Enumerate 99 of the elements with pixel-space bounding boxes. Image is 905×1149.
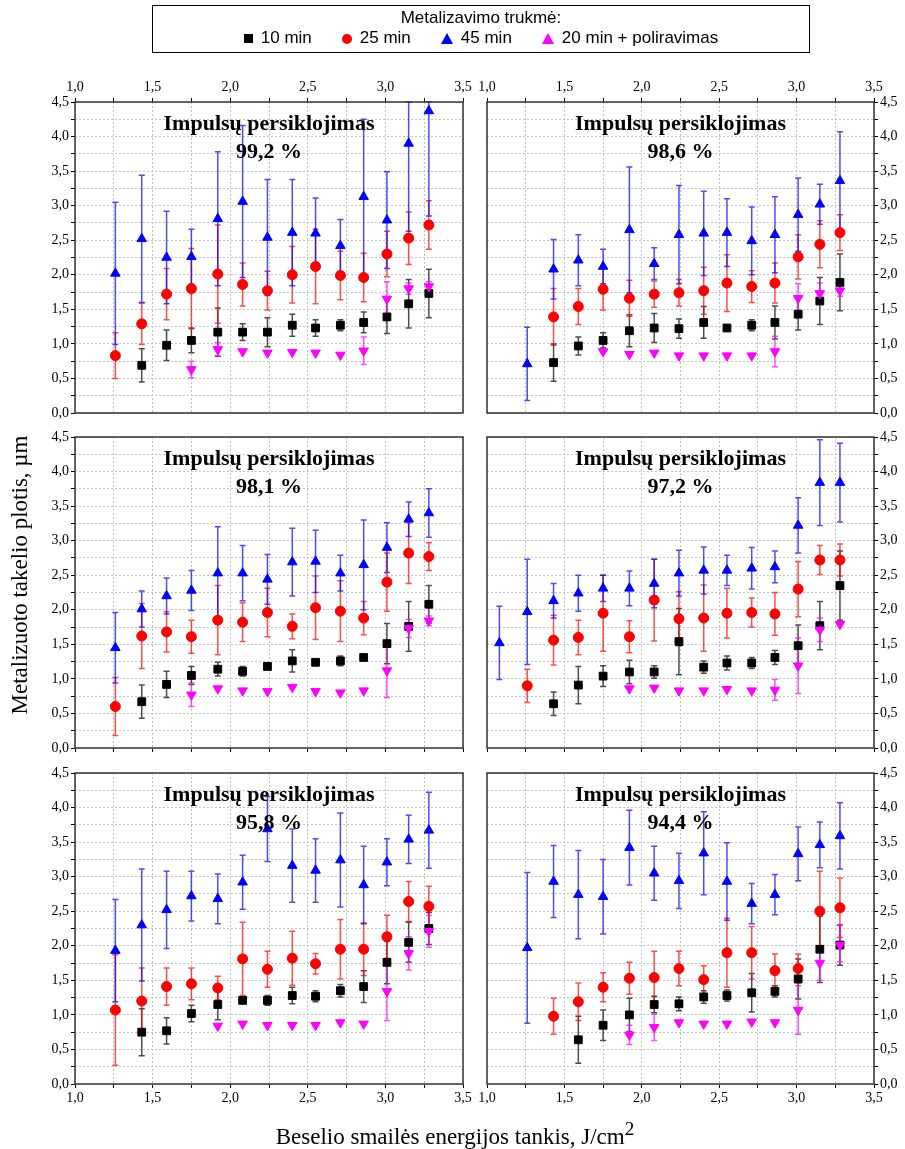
- y-tick-label: 2,0: [880, 601, 898, 617]
- y-tick-label: 0,5: [51, 705, 69, 721]
- x-tick-label: 2,5: [710, 1090, 728, 1106]
- y-tick-label: 2,5: [880, 231, 898, 247]
- y-tick-label: 2,0: [51, 601, 69, 617]
- y-tick-label: 3,5: [51, 162, 69, 178]
- y-tick-label: 1,0: [51, 335, 69, 351]
- y-tick-label: 4,0: [880, 128, 898, 144]
- y-tick-label: 4,0: [880, 463, 898, 479]
- y-tick-label: 4,0: [51, 463, 69, 479]
- legend-label: 45 min: [459, 28, 512, 48]
- y-tick-label: 4,5: [51, 428, 69, 444]
- y-tick-label: 1,0: [51, 1006, 69, 1022]
- chart-title: Impulsų persiklojimas: [575, 781, 787, 806]
- x-tick-label: 2,5: [299, 1090, 317, 1106]
- y-tick-label: 1,0: [880, 670, 898, 686]
- y-tick-label: 0,5: [51, 1041, 69, 1057]
- y-tick-label: 3,5: [880, 497, 898, 513]
- chart-title: Impulsų persiklojimas: [575, 445, 787, 470]
- x-tick-label: 3,5: [865, 1090, 883, 1106]
- chart-title: Impulsų persiklojimas: [163, 781, 375, 806]
- y-tick-label: 4,0: [51, 799, 69, 815]
- y-tick-label: 1,5: [51, 301, 69, 317]
- x-tick-label: 1,0: [66, 79, 84, 95]
- y-tick-label: 3,5: [51, 833, 69, 849]
- y-tick-label: 2,0: [51, 937, 69, 953]
- y-axis-title: Metalizuoto takelio plotis, µm: [6, 434, 33, 717]
- y-tick-label: 3,0: [880, 197, 898, 213]
- y-tick-label: 3,0: [880, 868, 898, 884]
- x-tick-label: 2,5: [299, 79, 317, 95]
- y-tick-label: 2,5: [51, 231, 69, 247]
- x-tick-label: 3,5: [454, 1090, 472, 1106]
- y-tick-label: 0,0: [880, 1075, 898, 1091]
- x-tick-label: 3,5: [865, 79, 883, 95]
- x-tick-label: 1,5: [555, 1090, 574, 1106]
- y-tick-label: 0,0: [51, 739, 69, 755]
- x-tick-label: 1,0: [478, 1090, 496, 1106]
- y-tick-label: 3,0: [51, 197, 69, 213]
- x-tick-label: 3,0: [376, 1090, 395, 1106]
- x-tick-label: 2,0: [221, 79, 239, 95]
- y-tick-label: 0,0: [880, 739, 898, 755]
- x-tick-label: 1,0: [66, 1090, 84, 1106]
- x-tick-label: 3,0: [376, 79, 395, 95]
- legend-label: 25 min: [358, 28, 411, 48]
- y-tick-label: 0,5: [880, 705, 898, 721]
- y-tick-label: 2,5: [51, 902, 69, 918]
- y-tick-label: 2,0: [880, 266, 898, 282]
- y-tick-label: 4,5: [880, 428, 898, 444]
- y-tick-label: 4,5: [880, 764, 898, 780]
- y-tick-label: 0,0: [51, 1075, 69, 1091]
- legend-label: 10 min: [259, 28, 312, 48]
- y-tick-label: 1,5: [880, 972, 898, 988]
- x-tick-label: 1,5: [143, 1090, 162, 1106]
- y-tick-label: 4,0: [51, 128, 69, 144]
- x-tick-label: 1,5: [143, 79, 162, 95]
- y-tick-label: 1,5: [880, 636, 898, 652]
- y-tick-label: 1,0: [51, 670, 69, 686]
- y-tick-label: 3,5: [880, 162, 898, 178]
- x-axis-title: Beselio smailės energijos tankis, J/cm$^{2}$: [274, 1118, 636, 1149]
- y-tick-label: 4,0: [880, 799, 898, 815]
- y-tick-label: 0,0: [880, 404, 898, 420]
- y-tick-label: 0,5: [880, 370, 898, 386]
- x-tick-label: 3,0: [787, 79, 806, 95]
- y-tick-label: 3,0: [51, 532, 69, 548]
- x-tick-label: 3,0: [787, 1090, 806, 1106]
- y-tick-label: 2,0: [51, 266, 69, 282]
- text: 98,1 %: [236, 473, 302, 498]
- chart-title: Impulsų persiklojimas: [163, 445, 375, 470]
- y-tick-label: 1,5: [51, 972, 69, 988]
- x-tick-label: 2,0: [633, 1090, 651, 1106]
- y-tick-label: 3,0: [51, 868, 69, 884]
- y-tick-label: 0,5: [880, 1041, 898, 1057]
- x-tick-label: 3,5: [454, 79, 472, 95]
- y-tick-label: 4,5: [880, 93, 898, 109]
- y-tick-label: 3,0: [880, 532, 898, 548]
- y-tick-label: 3,5: [880, 833, 898, 849]
- y-tick-label: 1,0: [880, 335, 898, 351]
- y-tick-label: 2,0: [880, 937, 898, 953]
- y-tick-label: 2,5: [880, 902, 898, 918]
- chart-title: Impulsų persiklojimas: [575, 110, 787, 135]
- text: 97,2 %: [647, 473, 714, 498]
- y-tick-label: 2,5: [880, 566, 898, 582]
- y-tick-label: 0,0: [51, 404, 69, 420]
- text: 98,6 %: [647, 138, 714, 163]
- y-tick-label: 3,5: [51, 497, 69, 513]
- y-tick-label: 1,5: [51, 636, 69, 652]
- x-tick-label: 2,5: [710, 79, 728, 95]
- legend-label: 20 min + poliravimas: [560, 28, 719, 48]
- y-tick-label: 2,5: [51, 566, 69, 582]
- x-tick-label: 1,5: [555, 79, 574, 95]
- y-tick-label: 4,5: [51, 764, 69, 780]
- y-tick-label: 1,5: [880, 301, 898, 317]
- y-tick-label: 1,0: [880, 1006, 898, 1022]
- x-tick-label: 2,0: [633, 79, 651, 95]
- y-tick-label: 0,5: [51, 370, 69, 386]
- y-tick-label: 4,5: [51, 93, 69, 109]
- x-tick-label: 2,0: [221, 1090, 239, 1106]
- x-tick-label: 1,0: [478, 79, 496, 95]
- legend-title: Metalizavimo trukmė:: [399, 8, 563, 28]
